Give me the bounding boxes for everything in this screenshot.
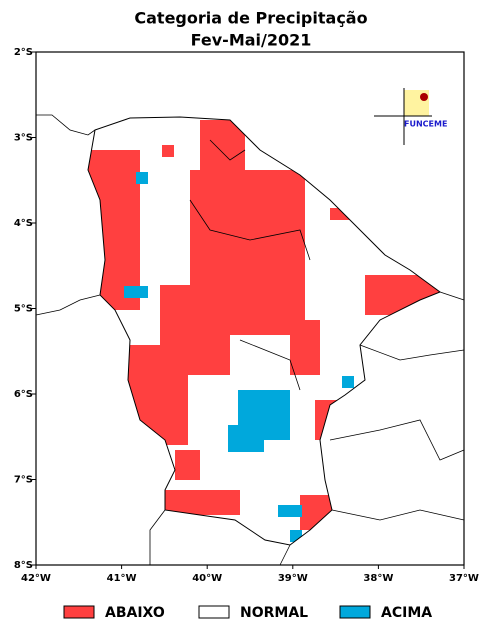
above-cells xyxy=(124,172,354,542)
map-area: FUNCEME xyxy=(35,51,465,566)
legend-label: NORMAL xyxy=(240,605,308,621)
logo: FUNCEME xyxy=(374,88,447,145)
lon-tick-label: 40°W xyxy=(192,573,222,584)
state-border xyxy=(87,116,442,546)
lon-tick-label: 38°W xyxy=(363,573,393,584)
lon-tick-label: 39°W xyxy=(278,573,308,584)
lon-tick-label: 37°W xyxy=(449,573,479,584)
lat-tick-label: 8°S xyxy=(14,560,33,571)
lat-tick-label: 6°S xyxy=(14,389,33,400)
lat-tick-label: 7°S xyxy=(14,475,33,486)
legend-swatch xyxy=(339,605,371,619)
legend-label: ABAIXO xyxy=(105,605,165,621)
legend-label: ACIMA xyxy=(381,605,432,621)
legend-swatch xyxy=(198,605,230,619)
axis-ticks: 2°S 3°S 4°S 5°S 6°S 7°S 8°S 42°W 41°W 40°W 39°W 38°… xyxy=(14,47,479,584)
title-line: Categoria de Precipitação xyxy=(134,9,367,28)
title-line: Fev-Mai/2021 xyxy=(191,31,312,50)
lat-tick-label: 5°S xyxy=(14,304,33,315)
lon-tick-label: 41°W xyxy=(107,573,137,584)
logo-text: FUNCEME xyxy=(404,120,447,129)
lat-tick-label: 3°S xyxy=(14,133,33,144)
neighbor-borders xyxy=(35,114,465,566)
legend: ABAIXO NORMAL ACIMA xyxy=(63,605,432,621)
legend-swatch xyxy=(63,605,95,619)
lon-tick-label: 42°W xyxy=(21,573,51,584)
lat-tick-label: 4°S xyxy=(14,218,33,229)
lat-tick-label: 2°S xyxy=(14,47,33,58)
